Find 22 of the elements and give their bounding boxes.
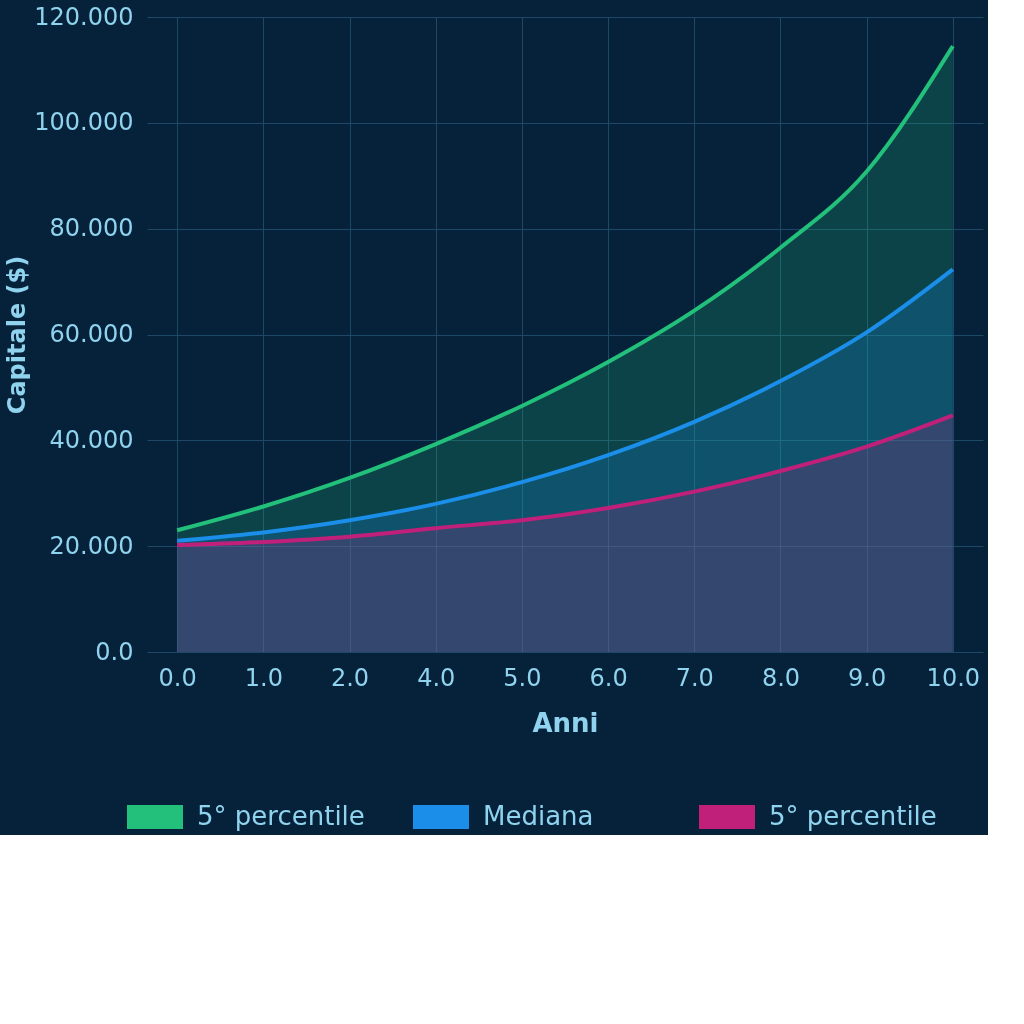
y-tick-label: 40.000 <box>49 425 134 454</box>
y-tick-label: 20.000 <box>49 531 134 560</box>
y-axis-title: Capitale ($) <box>3 255 32 415</box>
legend-label: Mediana <box>483 801 594 831</box>
y-tick-label: 120.000 <box>34 2 134 31</box>
x-tick-label: 10.0 <box>926 663 981 692</box>
y-tick-label: 80.000 <box>49 214 134 243</box>
x-axis-title: Anni <box>532 707 599 738</box>
x-tick-label: 8.0 <box>761 663 801 692</box>
y-tick-label: 0.0 <box>95 637 134 666</box>
legend-label: 5° percentile <box>197 801 365 831</box>
x-tick-label: 2.0 <box>330 663 370 692</box>
y-tick-label: 60.000 <box>49 320 134 348</box>
legend-label: 5° percentile <box>769 801 937 831</box>
y-tick-label: 100.000 <box>34 108 134 137</box>
x-tick-label: 1.0 <box>244 663 283 692</box>
x-tick-label: 4.0 <box>417 663 456 692</box>
x-tick-label: 0.0 <box>158 663 197 692</box>
x-tick-label: 6.0 <box>589 663 628 692</box>
x-tick-label: 5.0 <box>503 663 542 692</box>
x-tick-label: 9.0 <box>848 663 887 692</box>
x-tick-label: 7.0 <box>675 663 714 692</box>
